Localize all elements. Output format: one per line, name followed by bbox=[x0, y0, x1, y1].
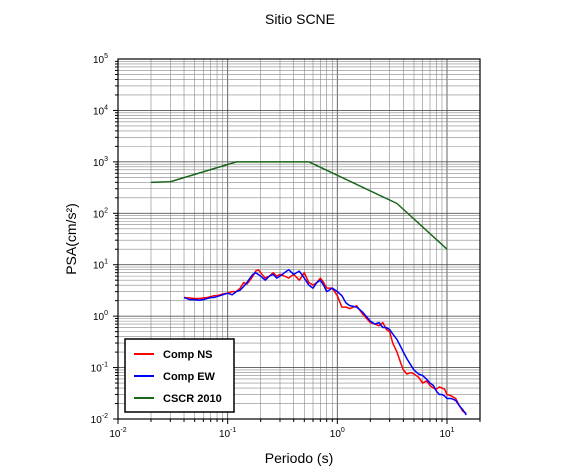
y-axis-label: PSA(cm/s²) bbox=[63, 203, 79, 275]
y-tick-label: 100 bbox=[93, 310, 108, 323]
y-tick-label: 103 bbox=[93, 156, 108, 169]
legend: Comp NS Comp EW CSCR 2010 bbox=[124, 338, 235, 413]
x-tick-label: 101 bbox=[439, 427, 454, 440]
series-line-3 bbox=[150, 161, 448, 250]
series-line-2 bbox=[183, 268, 467, 416]
y-axis-ticks: 10-2 10-1 100 101 102 103 104 105 bbox=[91, 53, 118, 426]
x-axis-ticks: 10-2 10-1 100 101 bbox=[109, 419, 481, 440]
plot-frame bbox=[117, 58, 481, 420]
y-tick-label: 105 bbox=[93, 53, 108, 66]
plot-series bbox=[150, 161, 467, 416]
y-tick-label: 101 bbox=[93, 259, 108, 272]
y-tick-label: 10-2 bbox=[91, 413, 108, 426]
y-tick-label: 104 bbox=[93, 104, 108, 117]
x-axis-label: Periodo (s) bbox=[265, 450, 333, 466]
legend-label: Comp EW bbox=[163, 371, 216, 383]
series-line-1 bbox=[183, 268, 467, 414]
y-tick-label: 102 bbox=[93, 207, 108, 220]
legend-label: Comp NS bbox=[163, 349, 213, 361]
legend-label: CSCR 2010 bbox=[163, 393, 222, 405]
x-tick-label: 100 bbox=[330, 427, 345, 440]
x-tick-label: 10-1 bbox=[219, 427, 236, 440]
chart-title: Sitio SCNE bbox=[265, 11, 335, 27]
x-tick-label: 10-2 bbox=[109, 427, 126, 440]
y-tick-label: 10-1 bbox=[91, 362, 108, 375]
